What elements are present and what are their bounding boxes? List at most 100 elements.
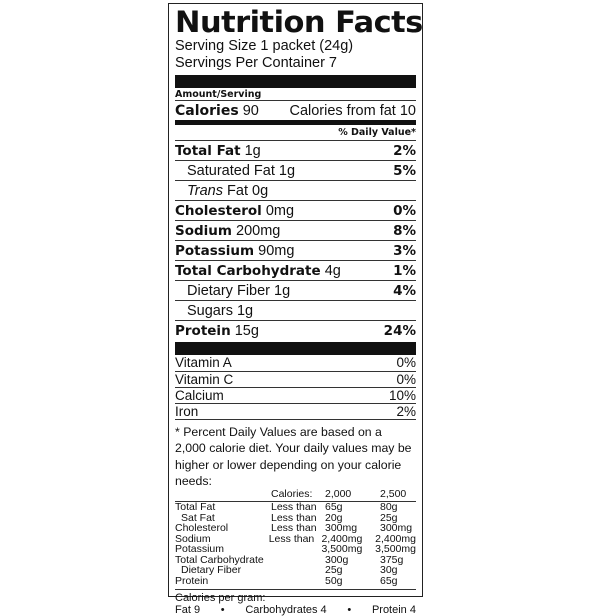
- nutrition-facts-label: Nutrition Facts Serving Size 1 packet (2…: [168, 3, 423, 616]
- nutrient-amount: Fat 0g: [227, 182, 269, 199]
- table-row: Cholesterol Less than 300mg 300mg: [175, 523, 416, 534]
- calories-row: Calories 90 Calories from fat 10: [175, 100, 416, 120]
- thick-divider: [175, 342, 416, 355]
- table-cell: 30g: [380, 564, 398, 577]
- serving-size: Serving Size 1 packet (24g): [175, 38, 354, 54]
- nutrient-daily-value: 2%: [393, 142, 416, 159]
- table-cell: 300mg: [380, 522, 413, 535]
- table-row: Total Carbohydrate 300g 375g: [175, 555, 416, 566]
- nutrient-row: Cholesterol 0mg 0%: [175, 200, 416, 220]
- table-cell: Less than: [271, 522, 317, 535]
- nutrient-daily-value: 8%: [393, 222, 416, 239]
- table-cell: 20g: [325, 511, 343, 524]
- table-row: Protein 50g 65g: [175, 576, 416, 587]
- table-cell: 300g: [325, 553, 349, 566]
- bullet: •: [220, 604, 225, 616]
- nutrient-amount: 1g: [274, 282, 291, 299]
- vitamin-name: Iron: [175, 404, 199, 419]
- nutrient-row: Protein 15g 24%: [175, 320, 416, 340]
- amount-per-serving: Amount/Serving: [175, 89, 262, 100]
- table-cell: [271, 576, 325, 587]
- table-row: Potassium 3,500mg 3,500mg: [175, 544, 416, 555]
- table-cell: 25g: [380, 511, 398, 524]
- table-row: Sat Fat Less than 20g 25g: [175, 513, 416, 524]
- footnote: * Percent Daily Values are based on a 2,…: [175, 425, 412, 488]
- vitamin-daily-value: 10%: [388, 388, 416, 403]
- nutrient-name: Cholesterol: [175, 202, 262, 219]
- table-header-cell: [175, 489, 271, 501]
- table-cell: Protein: [175, 574, 209, 587]
- table-cell: 300mg: [325, 522, 358, 535]
- table-cell: 65g: [325, 501, 343, 514]
- nutrient-row: Potassium 90mg 3%: [175, 240, 416, 260]
- vitamin-daily-value: 0%: [396, 372, 416, 387]
- nutrient-amount: 90mg: [258, 242, 295, 259]
- table-cell: Total Carbohydrate: [175, 553, 264, 566]
- daily-value-table: Calories: 2,000 2,500 Total Fat Less than 65g…: [175, 489, 416, 586]
- table-cell: Cholesterol: [175, 522, 229, 535]
- calories-per-gram: Calories per gram: Fat 9 • Carbohydrates…: [175, 589, 416, 616]
- calories-label: Calories: [175, 102, 239, 119]
- nutrient-name: Protein: [175, 322, 231, 339]
- table-cell: Sodium: [175, 532, 211, 545]
- calories-per-gram-label: Calories per gram:: [175, 592, 266, 605]
- table-cell: 2,400mg: [375, 532, 416, 545]
- nutrient-name: Total Fat: [175, 142, 241, 159]
- nutrient-row: Sugars 1g: [175, 300, 416, 320]
- nutrient-name: Dietary Fiber: [187, 282, 270, 299]
- nutrient-row: Total Fat 1g 2%: [175, 140, 416, 160]
- nutrient-amount: 4g: [324, 262, 341, 279]
- calories-from-fat: Calories from fat 10: [289, 102, 416, 119]
- table-cell: [269, 544, 322, 555]
- nutrient-name: Trans: [187, 182, 223, 199]
- vitamin-row: Vitamin C 0%: [175, 371, 416, 387]
- table-cell: Dietary Fiber: [181, 564, 242, 577]
- table-cell: [271, 555, 325, 566]
- table-header-cell: 2,000: [325, 488, 352, 501]
- nutrient-name: Potassium: [175, 242, 255, 259]
- label-title: Nutrition Facts: [175, 5, 423, 39]
- table-header: Calories: 2,000 2,500: [175, 488, 416, 503]
- nutrient-row: Trans Fat 0g: [175, 180, 416, 200]
- nutrient-row: Dietary Fiber 1g 4%: [175, 280, 416, 300]
- nutrient-amount: 1g: [278, 162, 296, 179]
- table-cell: 3,500mg: [375, 543, 416, 556]
- vitamin-name: Vitamin C: [175, 372, 234, 387]
- nutrient-name: Saturated Fat: [187, 162, 275, 179]
- vitamin-name: Vitamin A: [175, 355, 232, 370]
- table-row: Sodium Less than 2,400mg 2,400mg: [175, 534, 416, 545]
- nutrient-row: Total Carbohydrate 4g 1%: [175, 260, 416, 280]
- table-cell: 50g: [325, 574, 343, 587]
- nutrient-amount: 1g: [244, 142, 261, 159]
- table-header-cell: Calories:: [271, 488, 313, 501]
- bullet: •: [347, 604, 352, 616]
- table-cell: Less than: [271, 511, 317, 524]
- daily-value-header: % Daily Value*: [338, 127, 416, 138]
- nutrient-daily-value: 4%: [393, 282, 416, 299]
- nutrient-row: Saturated Fat 1g 5%: [175, 160, 416, 180]
- nutrient-amount: 200mg: [236, 222, 281, 239]
- thick-divider: [175, 75, 416, 88]
- nutrient-daily-value: 5%: [393, 162, 416, 179]
- carbs-per-gram: Carbohydrates 4: [245, 604, 327, 616]
- vitamin-name: Calcium: [175, 388, 224, 403]
- servings-per-container: Servings Per Container 7: [175, 55, 337, 71]
- nutrient-daily-value: 1%: [393, 262, 416, 279]
- table-cell: 65g: [380, 574, 398, 587]
- table-cell: Potassium: [175, 543, 225, 556]
- nutrient-daily-value: 3%: [393, 242, 416, 259]
- nutrient-name: Sodium: [175, 222, 232, 239]
- medium-divider: [175, 120, 416, 125]
- fat-per-gram: Fat 9: [175, 604, 201, 616]
- nutrient-name: Sugars: [187, 302, 233, 319]
- table-cell: [271, 565, 325, 576]
- nutrient-amount: 1g: [236, 302, 254, 319]
- nutrient-name: Total Carbohydrate: [175, 262, 321, 279]
- table-cell: 2,400mg: [321, 532, 363, 545]
- vitamin-row: Iron 2%: [175, 403, 416, 419]
- divider: [175, 419, 416, 420]
- vitamin-row: Vitamin A 0%: [175, 355, 416, 371]
- table-cell: Less than: [271, 501, 317, 514]
- nutrient-row: Sodium 200mg 8%: [175, 220, 416, 240]
- vitamin-row: Calcium 10%: [175, 387, 416, 403]
